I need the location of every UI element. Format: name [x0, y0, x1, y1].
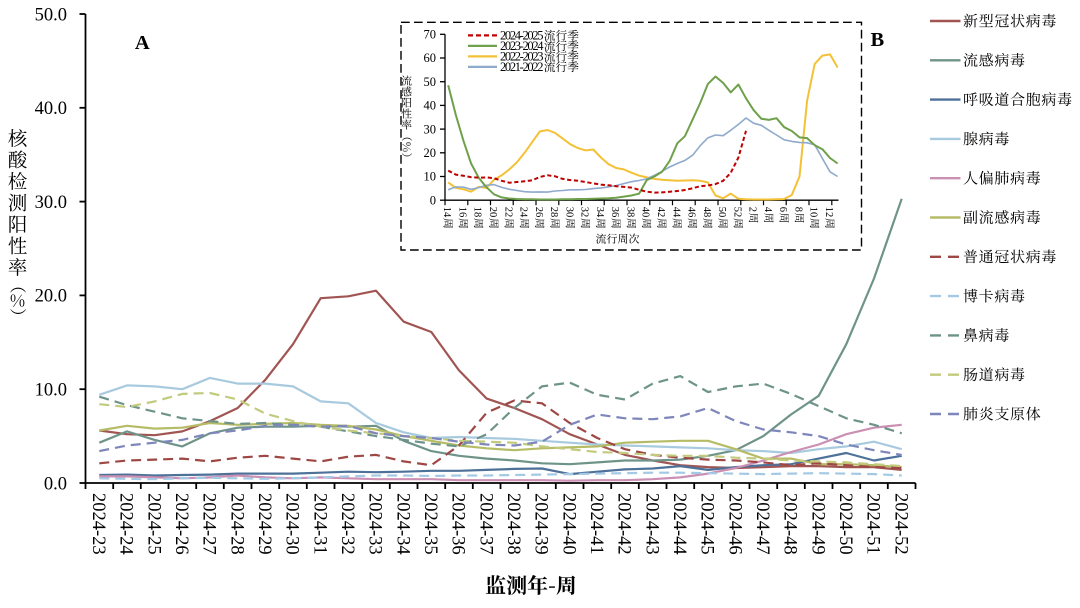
svg-text:26: 26 [533, 207, 544, 218]
svg-text:2024-27: 2024-27 [199, 493, 219, 555]
svg-text:2024-51: 2024-51 [863, 493, 883, 555]
svg-text:50: 50 [716, 207, 727, 218]
svg-text:34: 34 [594, 207, 605, 218]
svg-text:2024-43: 2024-43 [641, 493, 661, 555]
svg-text:2024-42: 2024-42 [614, 493, 634, 555]
svg-text:2024-45: 2024-45 [697, 493, 717, 555]
svg-text:20.0: 20.0 [35, 287, 67, 307]
svg-text:2024-40: 2024-40 [558, 493, 578, 555]
svg-text:20: 20 [487, 207, 498, 218]
svg-text:2024-46: 2024-46 [724, 493, 744, 555]
svg-text:18: 18 [472, 207, 483, 218]
svg-text:30: 30 [424, 122, 437, 136]
svg-text:16: 16 [457, 207, 468, 218]
svg-text:2024-29: 2024-29 [254, 493, 274, 555]
svg-text:2024-26: 2024-26 [171, 493, 191, 555]
svg-text:2024-52: 2024-52 [890, 493, 910, 555]
svg-text:28: 28 [548, 207, 559, 218]
svg-text:2024-23: 2024-23 [88, 493, 108, 555]
svg-text:24: 24 [518, 207, 529, 218]
svg-text:20: 20 [424, 146, 437, 160]
svg-text:2024-28: 2024-28 [226, 493, 246, 555]
svg-text:50.0: 50.0 [35, 5, 67, 25]
svg-text:2023-2024: 2023-2024 [500, 39, 544, 53]
svg-text:2024-24: 2024-24 [116, 493, 136, 555]
svg-text:6: 6 [777, 207, 788, 212]
svg-text:2022-2023: 2022-2023 [500, 50, 544, 64]
svg-text:12: 12 [823, 207, 834, 218]
svg-text:42: 42 [655, 207, 666, 218]
svg-text:70: 70 [424, 28, 437, 42]
svg-text:2024-36: 2024-36 [448, 493, 468, 555]
svg-text:0: 0 [430, 193, 436, 207]
svg-text:2024-34: 2024-34 [392, 493, 412, 555]
svg-text:40: 40 [640, 207, 651, 218]
svg-text:52: 52 [731, 207, 742, 218]
svg-text:2024-31: 2024-31 [309, 493, 329, 555]
svg-text:8: 8 [793, 207, 804, 212]
svg-text:2024-33: 2024-33 [365, 493, 385, 555]
svg-text:30: 30 [563, 207, 574, 218]
svg-text:2024-35: 2024-35 [420, 493, 440, 555]
svg-text:48: 48 [701, 207, 712, 218]
svg-text:46: 46 [686, 207, 697, 218]
svg-text:44: 44 [670, 207, 681, 218]
svg-text:38: 38 [625, 207, 636, 218]
svg-text:2024-32: 2024-32 [337, 493, 357, 555]
svg-text:50: 50 [424, 75, 437, 89]
svg-text:2024-39: 2024-39 [531, 493, 551, 555]
svg-text:40.0: 40.0 [35, 99, 67, 119]
svg-text:2024-30: 2024-30 [282, 493, 302, 555]
svg-text:2024-38: 2024-38 [503, 493, 523, 555]
svg-text:A: A [135, 32, 150, 54]
svg-text:30.0: 30.0 [35, 193, 67, 213]
svg-text:22: 22 [502, 207, 513, 218]
svg-text:2024-50: 2024-50 [835, 493, 855, 555]
svg-text:2024-2025: 2024-2025 [500, 29, 544, 43]
svg-text:2024-47: 2024-47 [752, 493, 772, 555]
svg-text:2024-41: 2024-41 [586, 493, 606, 555]
svg-text:2024-37: 2024-37 [475, 493, 495, 555]
svg-text:2024-44: 2024-44 [669, 493, 689, 555]
svg-text:2024-49: 2024-49 [807, 493, 827, 555]
svg-text:36: 36 [609, 207, 620, 218]
svg-text:2024-48: 2024-48 [780, 493, 800, 555]
svg-text:32: 32 [579, 207, 590, 218]
svg-text:B: B [871, 29, 885, 51]
svg-text:40: 40 [424, 99, 437, 113]
svg-text:10.0: 10.0 [35, 381, 67, 401]
svg-text:2: 2 [747, 207, 758, 212]
svg-text:60: 60 [424, 51, 437, 65]
svg-text:0.0: 0.0 [44, 474, 67, 494]
svg-text:2024-25: 2024-25 [143, 493, 163, 555]
svg-text:14: 14 [441, 207, 452, 218]
svg-text:2021-2022: 2021-2022 [500, 60, 544, 74]
svg-text:10: 10 [808, 207, 819, 218]
svg-text:10: 10 [424, 170, 437, 184]
svg-text:4: 4 [762, 207, 773, 213]
